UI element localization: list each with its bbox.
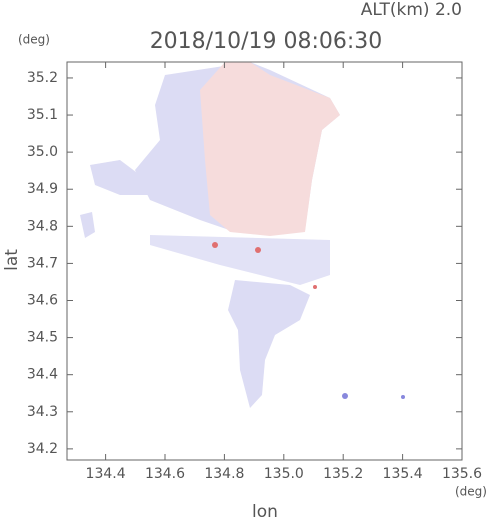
y-tick-label: 34.5 bbox=[27, 330, 58, 346]
x-tick-label: 134.6 bbox=[145, 466, 185, 482]
chart-title: 2018/10/19 08:06:30 bbox=[150, 29, 383, 54]
blue-region bbox=[80, 212, 95, 238]
chart-subtitle: ALT(km) 2.0 bbox=[361, 0, 462, 20]
red-spot bbox=[255, 247, 261, 253]
y-tick-label: 34.6 bbox=[27, 293, 58, 309]
y-tick-label: 34.3 bbox=[27, 404, 58, 420]
blue-region bbox=[90, 160, 150, 195]
blue-spot bbox=[401, 395, 405, 399]
red-region bbox=[200, 62, 340, 236]
y-axis-label: lat bbox=[2, 249, 22, 271]
blue-region bbox=[150, 235, 330, 285]
x-axis-label: lon bbox=[252, 502, 278, 521]
plot-frame bbox=[66, 61, 463, 461]
x-unit: (deg) bbox=[455, 485, 487, 499]
x-tick-label: 135.2 bbox=[323, 466, 363, 482]
blue-spot bbox=[342, 393, 348, 399]
x-tick-label: 134.8 bbox=[204, 466, 244, 482]
blue-region bbox=[228, 280, 310, 408]
x-tick-label: 135.6 bbox=[442, 466, 482, 482]
y-tick-label: 35.0 bbox=[27, 144, 58, 160]
red-spot bbox=[212, 242, 218, 248]
y-tick-label: 35.1 bbox=[27, 107, 58, 123]
x-tick-label: 135.4 bbox=[383, 466, 423, 482]
x-tick-label: 135.0 bbox=[264, 466, 304, 482]
y-tick-label: 34.8 bbox=[27, 218, 58, 234]
y-unit: (deg) bbox=[18, 33, 50, 47]
red-spot bbox=[313, 285, 317, 289]
y-tick-label: 34.2 bbox=[27, 441, 58, 457]
x-tick-label: 134.4 bbox=[86, 466, 126, 482]
y-tick-label: 34.9 bbox=[27, 181, 58, 197]
radar-field bbox=[80, 62, 405, 408]
y-tick-label: 34.4 bbox=[27, 367, 58, 383]
y-tick-label: 34.7 bbox=[27, 255, 58, 271]
y-tick-label: 35.2 bbox=[27, 70, 58, 86]
